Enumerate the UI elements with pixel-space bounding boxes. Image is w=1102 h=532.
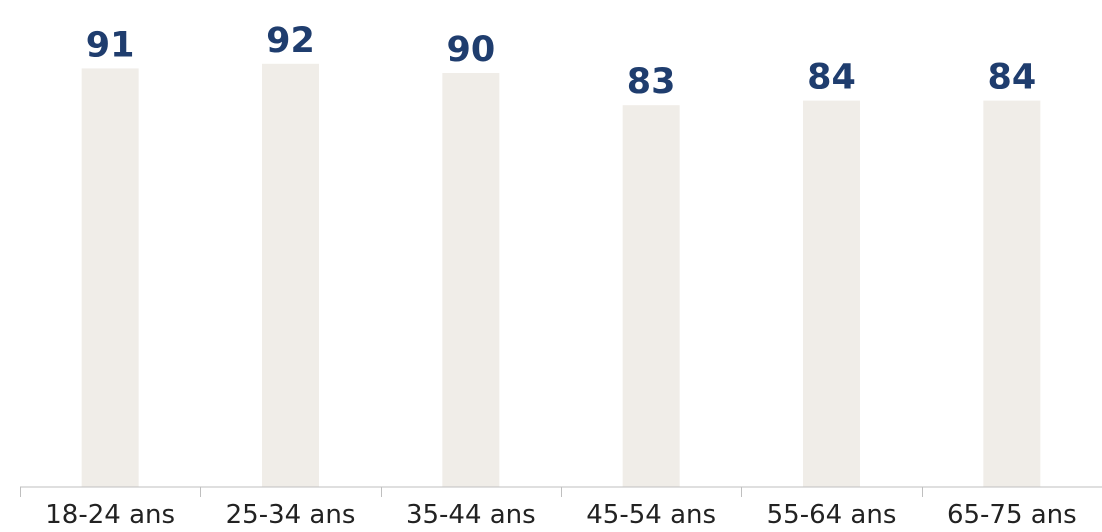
bar-value-label: 90 <box>446 30 495 70</box>
bar-value-label: 84 <box>807 58 856 98</box>
data-labels-group: 91 92 90 83 84 84 <box>86 21 1036 102</box>
x-tick-label: 55-64 ans <box>767 500 897 530</box>
bar <box>81 68 139 488</box>
bar-value-label: 83 <box>627 62 676 102</box>
bar-value-label: 92 <box>266 21 315 61</box>
x-tick-label: 35-44 ans <box>406 500 536 530</box>
x-tick-label: 65-75 ans <box>947 500 1077 530</box>
bar <box>803 100 860 487</box>
bars-group <box>81 63 1041 488</box>
x-tick-label: 45-54 ans <box>586 500 716 530</box>
bar <box>442 73 500 487</box>
bar-value-label: 91 <box>86 25 135 65</box>
bar <box>622 105 680 487</box>
x-tick-label: 18-24 ans <box>45 500 175 530</box>
x-axis <box>20 486 1102 497</box>
x-tick-labels-group: 18-24 ans 25-34 ans 35-44 ans 45-54 ans 55-6… <box>45 500 1076 530</box>
bar <box>983 100 1041 487</box>
bar <box>262 63 319 488</box>
x-tick-label: 25-34 ans <box>226 500 356 530</box>
bar-value-label: 84 <box>987 58 1036 98</box>
